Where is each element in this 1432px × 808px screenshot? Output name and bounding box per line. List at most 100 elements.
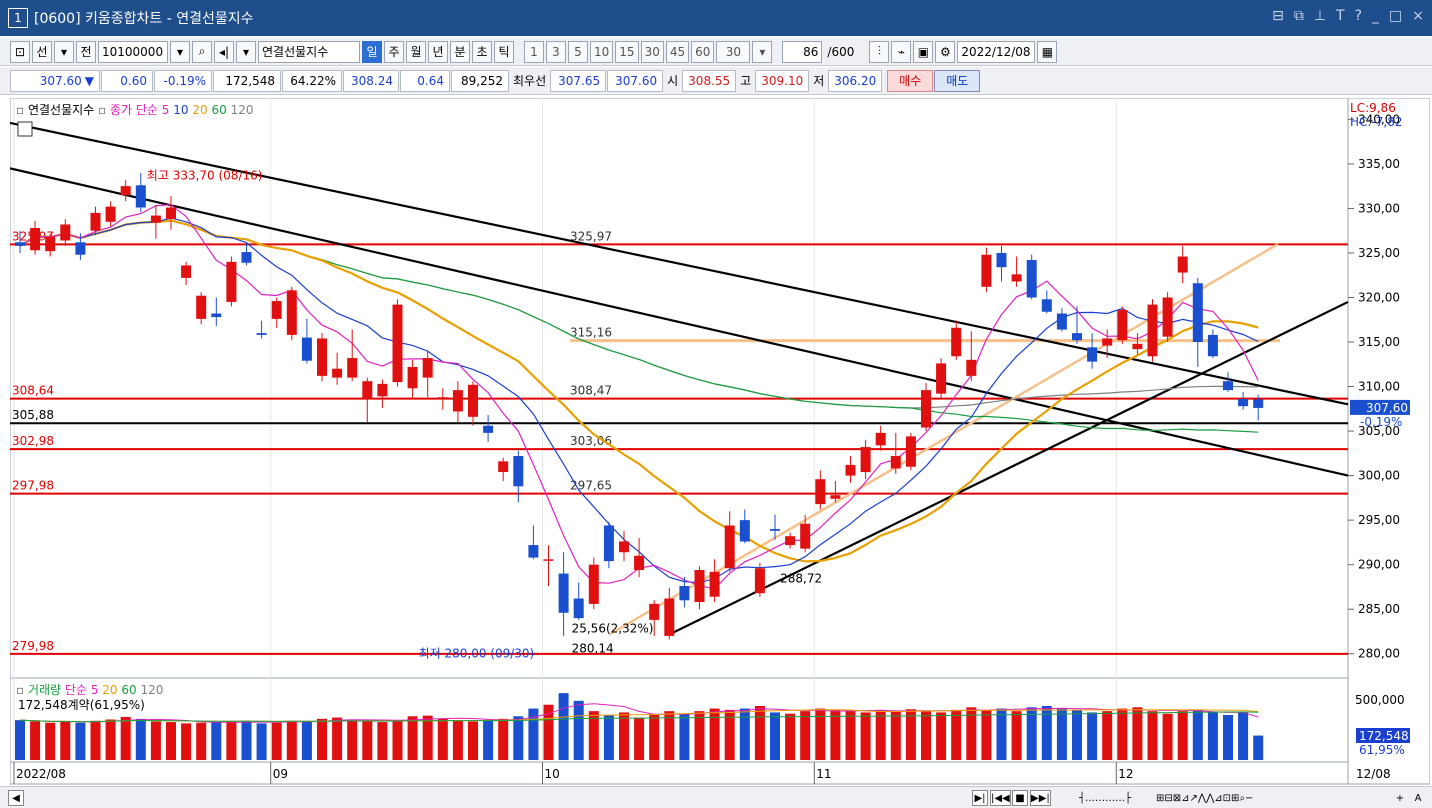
chart-toolbar: ⊡ 선 ▾ 전 10100000 ▾ ⌕ ◂| ▾ 연결선물지수 일 주 월 년… — [0, 38, 1432, 66]
volume-bar — [1207, 712, 1218, 760]
volume-bar — [649, 715, 660, 760]
candle-body — [75, 242, 86, 255]
help-icon[interactable]: ? — [1354, 8, 1363, 24]
period-month[interactable]: 월 — [406, 40, 426, 63]
candle-body — [1162, 297, 1173, 337]
period-week[interactable]: 주 — [384, 40, 404, 63]
volume-bar — [347, 720, 358, 760]
volume-bar — [1102, 711, 1113, 760]
font-icon[interactable]: T — [1336, 8, 1345, 24]
save-icon[interactable]: ▣ — [913, 40, 934, 63]
interval-5[interactable]: 5 — [568, 40, 588, 63]
close-icon[interactable]: × — [1412, 8, 1424, 24]
market-select[interactable]: 선 — [32, 40, 52, 63]
period-minute[interactable]: 분 — [450, 40, 470, 63]
period-year[interactable]: 년 — [428, 40, 448, 63]
market-dropdown-icon[interactable]: ▾ — [54, 40, 74, 63]
volume-bar — [407, 716, 418, 760]
period-day[interactable]: 일 — [362, 40, 382, 63]
lc-label: LC:9,86 — [1350, 101, 1396, 115]
period-button[interactable]: 전 — [76, 40, 96, 63]
volume-bar — [981, 709, 992, 760]
interval-3[interactable]: 3 — [546, 40, 566, 63]
instrument-name[interactable]: 연결선물지수 — [258, 40, 360, 63]
date-input[interactable]: 2022/12/08 — [957, 40, 1036, 63]
pin-icon[interactable]: ⊥ — [1313, 8, 1327, 24]
price-chart[interactable]: 325,97325,97315,16308,64308,47305,88302,… — [9, 97, 1431, 786]
speaker-icon[interactable]: ◂| — [214, 40, 234, 63]
volume-bar — [45, 722, 56, 760]
buy-button[interactable]: 매수 — [887, 69, 934, 92]
y-tick-label: 280,00 — [1358, 647, 1400, 661]
gear-icon[interactable]: ⚙ — [935, 40, 956, 63]
candle-body — [815, 479, 826, 505]
indicator-icon[interactable]: ⌁ — [891, 40, 912, 63]
high-label: 고 — [737, 69, 755, 92]
candle-body — [619, 541, 629, 553]
volume-bar — [90, 720, 101, 760]
volume-bar — [392, 720, 403, 760]
period-tick[interactable]: 틱 — [494, 40, 514, 63]
candle-body — [377, 383, 388, 397]
restore-icon[interactable]: ⊟ — [1272, 8, 1284, 24]
best-label: 최우선 — [510, 69, 550, 92]
stop-button[interactable]: ■ — [1012, 790, 1028, 806]
scroll-start-button[interactable]: |◀◀ — [990, 790, 1011, 806]
window-icon[interactable]: ⧉ — [1293, 8, 1304, 24]
minimize-icon[interactable]: _ — [1372, 8, 1380, 24]
chart-tool-icon[interactable]: ⫶ — [869, 40, 890, 63]
y-tick-label: 295,00 — [1358, 513, 1400, 527]
volume-bar — [1132, 707, 1143, 760]
down-arrow-icon: ▼ — [84, 73, 94, 88]
code-input[interactable]: 10100000 — [98, 40, 168, 63]
candle-body — [951, 327, 962, 357]
interval-15[interactable]: 15 — [615, 40, 639, 63]
interval-45[interactable]: 45 — [665, 40, 690, 63]
candle-body — [1026, 260, 1037, 298]
maximize-icon[interactable]: □ — [1389, 8, 1403, 24]
scroll-left-button[interactable]: ◀ — [8, 790, 24, 806]
zoom-slider[interactable]: ┤‥‥‥‥‥‥├ — [1078, 792, 1132, 804]
window-number[interactable]: 1 — [8, 8, 28, 28]
chart-area[interactable]: 325,97325,97315,16308,64308,47305,88302,… — [9, 97, 1431, 786]
bottom-scrollbar[interactable]: ◀ ▶| |◀◀ ■ ▶▶| ┤‥‥‥‥‥‥├ ⊞⊟⊠⊿↗⋀⋀⊿⊡⊞⌕− + A — [0, 786, 1432, 808]
candle-body — [1041, 299, 1052, 312]
layout-icon[interactable]: ⊡ — [10, 40, 30, 63]
search-icon[interactable]: ⌕ — [192, 40, 212, 63]
volume-bar — [815, 708, 826, 760]
interval-60[interactable]: 60 — [691, 40, 715, 63]
interval-dropdown-icon[interactable]: ▾ — [752, 40, 773, 63]
level-label: 279,98 — [12, 639, 54, 653]
volume-bar — [60, 721, 71, 760]
grid-toggle-icon[interactable] — [17, 121, 33, 137]
interval-input[interactable]: 30 — [716, 40, 751, 63]
volume-bar — [528, 708, 539, 760]
candle-body — [558, 573, 569, 613]
interval-30[interactable]: 30 — [640, 40, 664, 63]
candle-body — [226, 261, 237, 302]
candle-body — [1177, 256, 1188, 273]
calendar-icon[interactable]: ▦ — [1037, 40, 1058, 63]
candle-body — [105, 206, 116, 222]
candle-body — [241, 252, 252, 263]
zoom-in-icon[interactable]: + — [1395, 792, 1405, 804]
interval-10[interactable]: 10 — [590, 40, 614, 63]
play-fast-button[interactable]: ▶▶| — [1030, 790, 1051, 806]
drawing-tools[interactable]: ⊞⊟⊠⊿↗⋀⋀⊿⊡⊞⌕− — [1156, 792, 1254, 804]
font-size-icon[interactable]: A — [1414, 792, 1422, 804]
count-input[interactable]: 86 — [782, 40, 823, 63]
candle-body — [1102, 338, 1113, 346]
volume-last-box — [1356, 728, 1410, 743]
code-dropdown-icon[interactable]: ▾ — [170, 40, 190, 63]
sell-button[interactable]: 매도 — [934, 69, 981, 92]
speaker-dropdown-icon[interactable]: ▾ — [236, 40, 256, 63]
candle-body — [966, 359, 977, 376]
volume-bar — [377, 722, 388, 760]
period-second[interactable]: 초 — [472, 40, 492, 63]
scroll-end-button[interactable]: ▶| — [972, 790, 988, 806]
end-date-label: 12/08 — [1356, 767, 1391, 781]
interval-1[interactable]: 1 — [524, 40, 544, 63]
volume-bar — [15, 720, 25, 760]
volume-bar — [679, 713, 690, 760]
candle-body — [150, 215, 161, 223]
